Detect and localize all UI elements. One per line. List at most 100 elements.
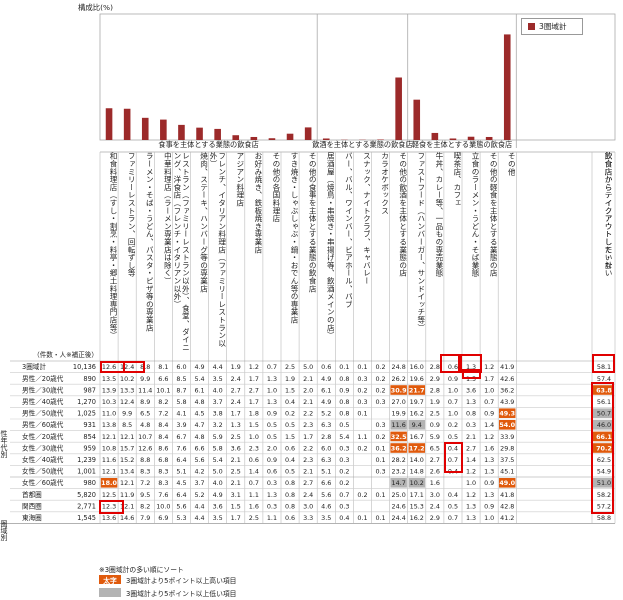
cell-value: 3.9 xyxy=(176,421,186,429)
note-low-swatch xyxy=(99,588,121,597)
cell-value: 1.4 xyxy=(249,468,259,476)
cell-value: 1.0 xyxy=(267,386,277,394)
cell-value: 4.4 xyxy=(194,502,204,510)
cell-value: 1.7 xyxy=(231,410,241,418)
category-label: その他の食事を主体とする業態の飲食店 xyxy=(308,152,317,293)
cell-value: 1.8 xyxy=(249,410,259,418)
cell-value: 19.9 xyxy=(392,410,406,418)
cell-value: 4.6 xyxy=(321,502,331,510)
cell-value: 0.2 xyxy=(357,491,367,499)
cell-value: 5.3 xyxy=(176,514,186,522)
row-count: 1,270 xyxy=(77,398,96,406)
cell-value: 0.5 xyxy=(448,502,458,510)
cell-high xyxy=(593,431,614,442)
cell-value: 6.0 xyxy=(176,363,186,371)
cell-high xyxy=(390,443,407,453)
cell-value: 1.3 xyxy=(267,375,277,383)
category-label: お好み焼き、鉄板焼き専業店 xyxy=(253,152,262,254)
cell-value: 10.1 xyxy=(156,386,170,394)
cell-value: 3.6 xyxy=(466,386,476,394)
cell-value: 49.3 xyxy=(499,410,515,418)
cell-value: 4.2 xyxy=(194,468,204,476)
category-label: レストラン（ファミリーレストラン以外）、食堂、ダイニング、洋食店（フレンチ・イタ… xyxy=(173,152,190,351)
bar xyxy=(503,34,511,140)
cell-value: 24.6 xyxy=(392,502,406,510)
cell-value: 1.0 xyxy=(466,479,476,487)
cell-value: 10.8 xyxy=(102,444,116,452)
cell-value: 8.5 xyxy=(176,375,186,383)
category-label: 飲食店からテイクアウトしていない xyxy=(604,152,613,277)
cell-value: 2.8 xyxy=(430,363,440,371)
cell-value: 2.1 xyxy=(231,479,241,487)
cell-value: 3.7 xyxy=(194,479,204,487)
cell-value: 0.3 xyxy=(339,456,349,464)
cell-high xyxy=(390,431,407,442)
cell-value: 5.6 xyxy=(194,456,204,464)
cell-value: 2.7 xyxy=(249,386,259,394)
cell-value: 1.7 xyxy=(231,514,241,522)
cell-value: 6.4 xyxy=(176,456,186,464)
cell-value: 2.1 xyxy=(466,433,476,441)
cell-value: 2.0 xyxy=(267,444,277,452)
cell-value: 0.7 xyxy=(339,491,349,499)
cell-value: 12.1 xyxy=(120,433,134,441)
cell-value: 5.9 xyxy=(430,433,440,441)
cell-value: 0.1 xyxy=(375,514,385,522)
cell-total: 58.8 xyxy=(597,514,611,522)
cell-value: 1.0 xyxy=(448,386,458,394)
cell-value: 0.4 xyxy=(448,444,458,452)
cell-high xyxy=(390,385,407,395)
cell-value: 0.2 xyxy=(448,421,458,429)
plot-frame xyxy=(99,13,616,141)
cell-value: 6.5 xyxy=(430,444,440,452)
cell-value: 2.5 xyxy=(285,363,295,371)
cell-value: 0.9 xyxy=(484,502,494,510)
cell-value: 6.6 xyxy=(194,444,204,452)
note-low: 3圏域計より5ポイント以上低い項目 xyxy=(126,590,237,598)
cell-value: 15.3 xyxy=(410,502,424,510)
cell-value: 3.0 xyxy=(303,502,313,510)
cell-value: 0.8 xyxy=(466,410,476,418)
cell-value: 0.5 xyxy=(448,433,458,441)
cell-value: 37.5 xyxy=(500,456,514,464)
cell-value: 1.2 xyxy=(484,363,494,371)
bar xyxy=(232,135,240,140)
cell-value: 0.7 xyxy=(484,398,494,406)
cell-value: 5.4 xyxy=(213,456,223,464)
cell-value: 1.4 xyxy=(466,456,476,464)
cell-value: 1.0 xyxy=(484,386,494,394)
row-count: 987 xyxy=(83,386,96,394)
row-label: 男性／30歳代 xyxy=(22,385,64,394)
cell-value: 16.7 xyxy=(410,433,424,441)
cell-value: 12.4 xyxy=(120,363,134,371)
cell-value: 0.8 xyxy=(339,410,349,418)
cell-value: 1.2 xyxy=(466,491,476,499)
cell-value: 7.9 xyxy=(140,514,150,522)
cell-value: 0.1 xyxy=(357,363,367,371)
cell-value: 4.9 xyxy=(194,363,204,371)
cell-value: 5.9 xyxy=(213,433,223,441)
cell-value: 0.5 xyxy=(285,468,295,476)
cell-value: 0.9 xyxy=(484,410,494,418)
cell-value: 5.8 xyxy=(176,398,186,406)
cell-value: 0.6 xyxy=(249,456,259,464)
cell-value: 2.5 xyxy=(249,514,259,522)
cell-value: 6.3 xyxy=(321,421,331,429)
cell-value: 10.7 xyxy=(138,433,152,441)
cell-value: 0.7 xyxy=(448,398,458,406)
row-label: 男性／20歳代 xyxy=(22,374,64,383)
cell-value: 1.5 xyxy=(249,421,259,429)
cell-value: 6.5 xyxy=(140,410,150,418)
cell-low xyxy=(408,420,425,430)
cell-value: 0.7 xyxy=(249,479,259,487)
bar xyxy=(123,108,131,140)
cell-value: 11.6 xyxy=(392,421,406,429)
cell-value: 1.3 xyxy=(484,468,494,476)
cell-value: 1.1 xyxy=(357,433,367,441)
cell-value: 1.2 xyxy=(484,433,494,441)
cell-high xyxy=(499,408,516,418)
category-label: ファミリーレストラン、回転ずし等 xyxy=(127,152,136,277)
cell-value: 9.5 xyxy=(140,491,150,499)
cell-value: 13.4 xyxy=(120,468,134,476)
cell-high xyxy=(593,443,614,453)
